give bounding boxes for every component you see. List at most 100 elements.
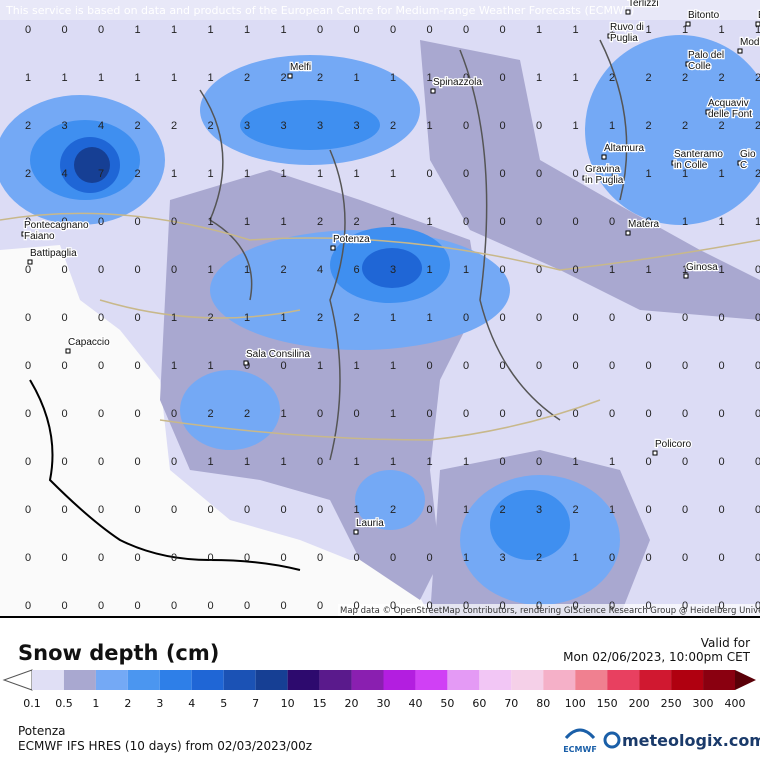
grid-value: 0	[134, 216, 140, 228]
grid-value: 1	[353, 360, 359, 372]
grid-value: 1	[317, 168, 323, 180]
grid-value: 0	[390, 600, 396, 612]
legend-arrow-high	[735, 670, 756, 690]
grid-value: 1	[463, 456, 469, 468]
grid-value: 0	[244, 552, 250, 564]
legend-tick-label: 40	[408, 697, 422, 710]
grid-value: 1	[755, 24, 760, 36]
grid-value: 1	[390, 168, 396, 180]
grid-value: 0	[426, 360, 432, 372]
grid-value: 0	[718, 504, 724, 516]
grid-value: 1	[426, 216, 432, 228]
grid-value: 2	[207, 408, 213, 420]
grid-value: 0	[499, 168, 505, 180]
grid-value: 0	[61, 552, 67, 564]
legend-tick-label: 1	[92, 697, 99, 710]
legend-tick-label: 7	[252, 697, 259, 710]
model-run: ECMWF IFS HRES (10 days) from 02/03/2023…	[18, 739, 312, 753]
city-label: Puglia	[610, 33, 638, 44]
grid-value: 1	[463, 504, 469, 516]
grid-value: 0	[134, 360, 140, 372]
grid-value: 1	[98, 72, 104, 84]
grid-value: 0	[499, 120, 505, 132]
city-label: Acquaviv	[708, 98, 749, 109]
grid-value: 2	[499, 504, 505, 516]
city-marker	[737, 48, 743, 54]
legend-tick-label: 60	[472, 697, 486, 710]
grid-value: 0	[61, 456, 67, 468]
grid-value: 0	[682, 456, 688, 468]
grid-value: 4	[98, 120, 104, 132]
legend-tick-label: 50	[440, 697, 454, 710]
grid-value: 0	[134, 504, 140, 516]
grid-value: 1	[390, 72, 396, 84]
grid-value: 0	[98, 24, 104, 36]
grid-value: 0	[645, 600, 651, 612]
grid-value: 0	[98, 360, 104, 372]
grid-value: 0	[98, 264, 104, 276]
grid-value: 0	[718, 552, 724, 564]
legend-tick-label: 400	[725, 697, 746, 710]
grid-value: 1	[280, 24, 286, 36]
city-marker	[287, 73, 293, 79]
grid-value: 0	[426, 408, 432, 420]
grid-value: 0	[61, 312, 67, 324]
legend-tick-label: 2	[124, 697, 131, 710]
grid-value: 0	[682, 504, 688, 516]
grid-value: 1	[609, 24, 615, 36]
grid-value: 1	[645, 264, 651, 276]
grid-value: 1	[572, 24, 578, 36]
legend-tick-label: 5	[220, 697, 227, 710]
grid-value: 0	[755, 408, 760, 420]
grid-value: 1	[572, 552, 578, 564]
grid-value: 1	[682, 168, 688, 180]
grid-value: 1	[426, 72, 432, 84]
grid-value: 0	[25, 216, 31, 228]
ecmwf-text: ECMWF	[563, 745, 597, 754]
grid-value: 0	[499, 264, 505, 276]
brand: meteologix.com	[622, 731, 760, 750]
city-label: Gravina	[585, 164, 620, 175]
legend-arrow-low	[2, 669, 33, 691]
grid-value: 1	[244, 264, 250, 276]
grid-value: 1	[718, 216, 724, 228]
city-marker	[21, 231, 27, 237]
grid-value: 3	[353, 120, 359, 132]
grid-value: 1	[171, 168, 177, 180]
grid-value: 0	[317, 600, 323, 612]
legend-tick-label: 250	[661, 697, 682, 710]
grid-value: 0	[98, 600, 104, 612]
grid-value: 1	[426, 312, 432, 324]
city-label: Pontecagnano	[24, 220, 89, 231]
grid-value: 2	[134, 168, 140, 180]
grid-value: 0	[280, 552, 286, 564]
city-marker	[582, 175, 588, 181]
legend-tick-label: 80	[536, 697, 550, 710]
grid-value: 2	[317, 216, 323, 228]
grid-value: 0	[572, 168, 578, 180]
grid-value: 0	[609, 552, 615, 564]
grid-value: 2	[390, 120, 396, 132]
city-marker	[27, 259, 33, 265]
grid-value: 0	[499, 216, 505, 228]
grid-value: 0	[718, 600, 724, 612]
valid-label: Valid for	[701, 636, 750, 650]
grid-value: 0	[536, 168, 542, 180]
grid-value: 1	[207, 72, 213, 84]
grid-value: 0	[426, 24, 432, 36]
legend-tick-label: 70	[504, 697, 518, 710]
legend-swatch	[671, 670, 704, 690]
city-marker	[705, 109, 711, 115]
grid-value: 3	[390, 264, 396, 276]
city-marker	[330, 245, 336, 251]
city-label: in Colle	[674, 160, 708, 171]
legend-swatch	[127, 670, 160, 690]
grid-value: 0	[718, 408, 724, 420]
map: This service is based on data and produc…	[0, 0, 760, 618]
grid-value: 0	[682, 408, 688, 420]
city-label: Lauria	[356, 518, 384, 529]
grid-value: 0	[536, 408, 542, 420]
grid-value: 0	[536, 360, 542, 372]
city-label: Palo del	[688, 50, 724, 61]
